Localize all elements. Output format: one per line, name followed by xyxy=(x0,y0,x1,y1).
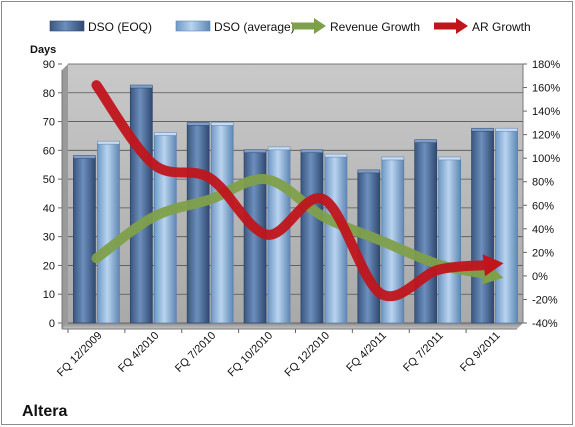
x-tick-label: FQ 9/2011 xyxy=(458,330,503,375)
bar-cap xyxy=(357,169,381,174)
growth-lines xyxy=(91,80,504,302)
legend-item-revenue-growth: Revenue Growth xyxy=(292,18,420,34)
legend-label-ar-growth: AR Growth xyxy=(472,20,531,34)
bar-cap xyxy=(471,127,494,132)
x-tick-label: FQ 7/2010 xyxy=(173,330,218,375)
y-left-tick-label: 40 xyxy=(43,203,55,215)
y-right-tick-label: 40% xyxy=(532,224,554,236)
y-right-tick-label: 180% xyxy=(532,59,560,71)
bar-cap xyxy=(267,146,291,151)
line-ar-growth xyxy=(91,80,489,302)
bar-dso-average xyxy=(495,129,518,324)
bar-dso-eoq xyxy=(129,86,153,324)
bar-dso-average xyxy=(438,158,462,324)
arrowhead-ar-growth xyxy=(482,254,504,277)
legend-item-ar-growth: AR Growth xyxy=(434,18,531,34)
bar-dso-eoq xyxy=(73,157,96,324)
bar-dso-average xyxy=(210,124,234,324)
bar-cap xyxy=(438,156,461,161)
y-left-tick-label: 60 xyxy=(43,145,55,157)
legend-label-revenue-growth: Revenue Growth xyxy=(330,20,420,34)
bar-cap xyxy=(381,156,405,161)
legend-item-dso-eoq: DSO (EOQ) xyxy=(49,20,152,34)
y-right-tick-label: 20% xyxy=(532,247,554,259)
y-left-tick-label: 0 xyxy=(49,318,55,330)
bar-cap xyxy=(210,122,234,126)
x-tick-label: FQ 10/2010 xyxy=(226,330,276,380)
bar-cap xyxy=(243,149,267,154)
legend-item-dso-average: DSO (average) xyxy=(175,20,295,34)
y-right-tick-label: 0% xyxy=(532,271,548,283)
legend-arrowhead-revenue-growth xyxy=(314,18,326,34)
bar-dso-eoq xyxy=(357,171,381,324)
bar-dso-eoq xyxy=(300,151,324,324)
bar-dso-eoq xyxy=(414,141,438,324)
x-tick-label: FQ 4/2011 xyxy=(344,330,389,375)
y-left-tick-label: 30 xyxy=(43,232,55,244)
bar-dso-average xyxy=(324,155,348,324)
y-right-tick-label: 120% xyxy=(532,130,560,142)
y-left-tick-label: 50 xyxy=(43,174,55,186)
legend-swatch-dso-average xyxy=(175,20,211,32)
bar-dso-eoq xyxy=(186,124,210,324)
legend-arrowhead-ar-growth xyxy=(456,18,468,34)
y-right-tick-label: 100% xyxy=(532,153,560,165)
y-left-tick-label: 80 xyxy=(43,88,55,100)
line-revenue-growth xyxy=(91,174,489,279)
bar-dso-average xyxy=(97,142,120,324)
y-left-tick-label: 20 xyxy=(43,260,55,272)
y-right-tick-label: 140% xyxy=(532,106,560,118)
bar-cap xyxy=(73,155,96,159)
y-left-tick-label: 90 xyxy=(43,59,55,71)
company-name: Altera xyxy=(22,403,67,420)
y-left-tick-label: 70 xyxy=(43,117,55,129)
bar-dso-eoq xyxy=(471,129,494,324)
bar-cap xyxy=(495,127,518,132)
x-tick-label: FQ 12/2009 xyxy=(55,330,105,380)
y-left-tick-label: 10 xyxy=(43,289,55,301)
legend-swatch-dso-eoq xyxy=(49,20,85,32)
y-right-tick-label: -40% xyxy=(532,318,558,330)
bar-cap xyxy=(186,122,210,126)
x-tick-label: FQ 4/2010 xyxy=(116,330,161,375)
bar-cap xyxy=(414,139,437,143)
x-tick-label: FQ 12/2010 xyxy=(282,330,332,380)
x-tick-label: FQ 7/2011 xyxy=(401,330,446,375)
legend-label-dso-average: DSO (average) xyxy=(214,20,295,34)
plot-wall-left xyxy=(62,64,68,329)
bar-cap xyxy=(130,84,153,89)
y-right-tick-label: 60% xyxy=(532,200,554,212)
y-right-tick-label: 160% xyxy=(532,83,560,95)
y-right-tick-label: 80% xyxy=(532,177,554,189)
bar-cap xyxy=(97,140,120,145)
bar-cap xyxy=(324,153,348,158)
legend: DSO (EOQ) DSO (average) Revenue Growth A… xyxy=(49,18,531,34)
legend-label-dso-eoq: DSO (EOQ) xyxy=(88,20,152,34)
y-axis-left-title: Days xyxy=(30,44,56,56)
bar-cap xyxy=(300,149,324,154)
y-right-tick-label: -20% xyxy=(532,294,558,306)
plot-floor xyxy=(62,323,523,329)
bar-cap xyxy=(154,132,177,136)
